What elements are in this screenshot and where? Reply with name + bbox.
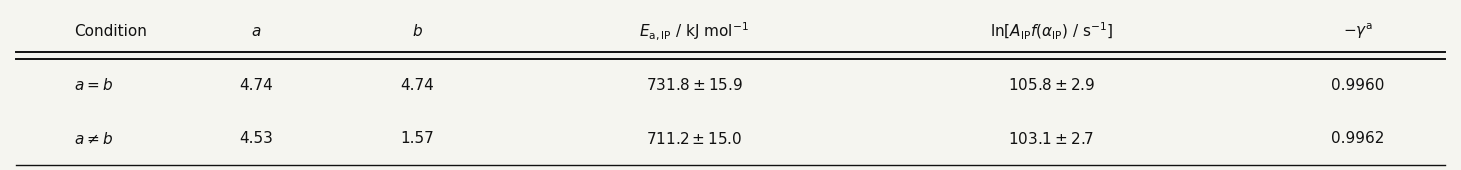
Text: 4.74: 4.74 xyxy=(400,78,434,92)
Text: $731.8 \pm 15.9$: $731.8 \pm 15.9$ xyxy=(646,77,742,93)
Text: $E_{\mathrm{a,IP}}$ / kJ mol$^{-1}$: $E_{\mathrm{a,IP}}$ / kJ mol$^{-1}$ xyxy=(638,21,749,42)
Text: 0.9962: 0.9962 xyxy=(1331,131,1384,146)
Text: 4.53: 4.53 xyxy=(240,131,273,146)
Text: $a$: $a$ xyxy=(251,24,262,39)
Text: 1.57: 1.57 xyxy=(400,131,434,146)
Text: $103.1 \pm 2.7$: $103.1 \pm 2.7$ xyxy=(1008,131,1094,147)
Text: 4.74: 4.74 xyxy=(240,78,273,92)
Text: $-\gamma^{\mathrm{a}}$: $-\gamma^{\mathrm{a}}$ xyxy=(1343,22,1372,41)
Text: $a \neq b$: $a \neq b$ xyxy=(75,131,114,147)
Text: $a = b$: $a = b$ xyxy=(75,77,114,93)
Text: Condition: Condition xyxy=(75,24,148,39)
Text: $b$: $b$ xyxy=(412,23,422,39)
Text: $105.8 \pm 2.9$: $105.8 \pm 2.9$ xyxy=(1008,77,1094,93)
Text: $711.2 \pm 15.0$: $711.2 \pm 15.0$ xyxy=(646,131,742,147)
Text: 0.9960: 0.9960 xyxy=(1331,78,1384,92)
Text: ln[$A_{\mathrm{IP}}f(\alpha_{\mathrm{IP}})$ / s$^{-1}$]: ln[$A_{\mathrm{IP}}f(\alpha_{\mathrm{IP}… xyxy=(989,21,1113,42)
